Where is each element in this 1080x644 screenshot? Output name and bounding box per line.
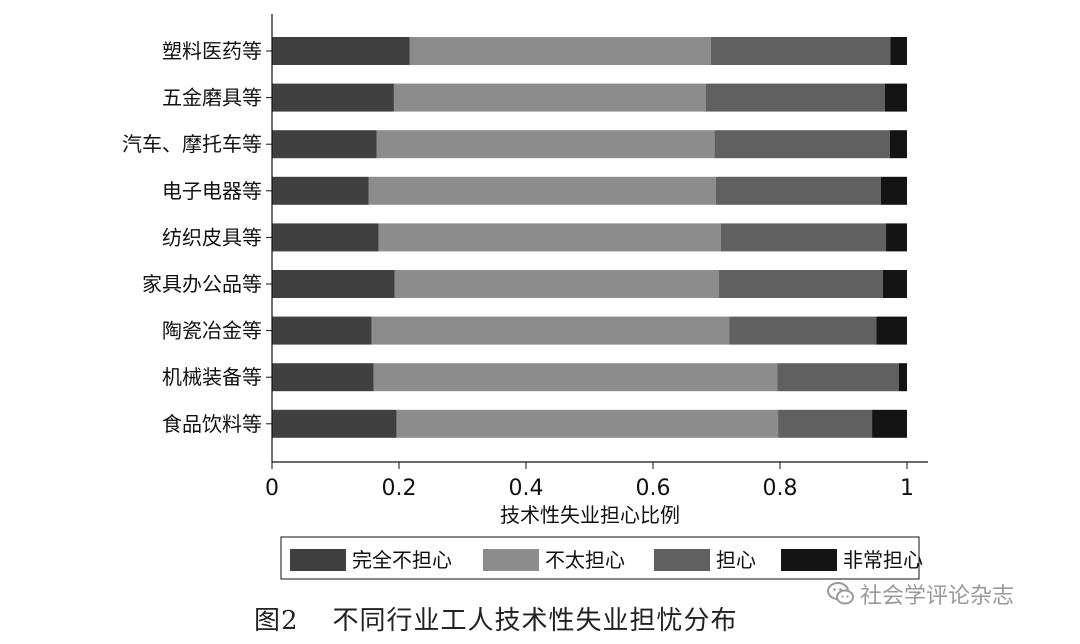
category-label: 塑料医药等	[162, 39, 262, 63]
bar-segment	[272, 270, 395, 298]
category-label: 电子电器等	[162, 179, 262, 203]
bar-segment	[714, 130, 890, 159]
bar-segment	[409, 37, 711, 65]
legend-swatch	[654, 549, 710, 571]
legend-label: 担心	[716, 548, 756, 572]
bar-segment	[876, 316, 907, 345]
bar-segment	[729, 316, 877, 345]
bar-segment	[272, 176, 369, 205]
bar-segment	[719, 270, 883, 298]
legend-label: 非常担心	[843, 548, 923, 572]
legend-swatch	[290, 549, 346, 571]
figure-title: 不同行业工人技术性失业担忧分布	[332, 606, 738, 636]
legend-swatch	[781, 549, 837, 571]
bar-segment	[720, 223, 887, 252]
bar-segment	[890, 37, 907, 65]
bar-segment	[393, 83, 706, 112]
category-labels: 塑料医药等五金磨具等汽车、摩托车等电子电器等纺织皮具等家具办公品等陶瓷冶金等机械…	[122, 39, 262, 436]
bar-segment	[272, 363, 374, 392]
bar-segment	[889, 130, 907, 159]
x-tick-label: 0.8	[763, 476, 798, 501]
axes	[266, 14, 928, 463]
bar-segment	[272, 316, 372, 345]
bar-segment	[705, 83, 885, 112]
bar-segment	[378, 223, 721, 252]
bar-segment	[371, 316, 730, 345]
bar-segment	[778, 409, 873, 438]
category-label: 陶瓷冶金等	[162, 319, 262, 343]
bar-segment	[272, 223, 379, 252]
bar-segment	[394, 270, 720, 298]
bar-segment	[396, 409, 779, 438]
figure-caption: 图2 不同行业工人技术性失业担忧分布	[254, 600, 738, 637]
legend-swatch	[483, 549, 539, 571]
x-tick-label: 0.2	[382, 476, 417, 501]
category-label: 汽车、摩托车等	[122, 132, 262, 156]
bar-segment	[715, 176, 881, 205]
bar-segment	[368, 176, 716, 205]
x-tick-label: 0	[265, 476, 279, 501]
bar-segment	[272, 83, 394, 112]
bar-segment	[272, 37, 410, 65]
bar-segment	[886, 223, 907, 252]
watermark: 社会学评论杂志	[826, 578, 1014, 610]
category-label: 家具办公品等	[142, 272, 262, 296]
bar-segment	[272, 409, 397, 438]
x-tick-label: 0.6	[636, 476, 671, 501]
bar-segment	[376, 130, 715, 159]
category-label: 机械装备等	[162, 365, 262, 389]
category-label: 纺织皮具等	[162, 225, 262, 249]
bar-segment	[272, 130, 377, 159]
bar-segment	[777, 363, 899, 392]
x-tick-label: 0.4	[509, 476, 544, 501]
bar-segment	[872, 409, 907, 438]
x-tick-label: 1	[900, 476, 914, 501]
bar-segment	[880, 176, 907, 205]
wechat-icon	[827, 582, 854, 605]
bars-group	[272, 37, 907, 438]
bar-segment	[884, 83, 907, 112]
legend-label: 不太担心	[545, 548, 625, 572]
bar-segment	[898, 363, 907, 392]
category-label: 食品饮料等	[162, 412, 262, 436]
x-ticks: 0 0.2 0.4 0.6 0.8 1	[265, 462, 914, 501]
bar-segment	[710, 37, 891, 65]
bar-segment	[373, 363, 778, 392]
watermark-text: 社会学评论杂志	[860, 584, 1015, 609]
x-axis-title: 技术性失业担心比例	[500, 503, 680, 527]
category-label: 五金磨具等	[162, 86, 262, 110]
legend: 完全不担心 不太担心 担心 非常担心	[280, 536, 923, 580]
legend-label: 完全不担心	[352, 548, 452, 572]
figure-number: 图2	[254, 606, 299, 636]
bar-segment	[882, 270, 907, 298]
